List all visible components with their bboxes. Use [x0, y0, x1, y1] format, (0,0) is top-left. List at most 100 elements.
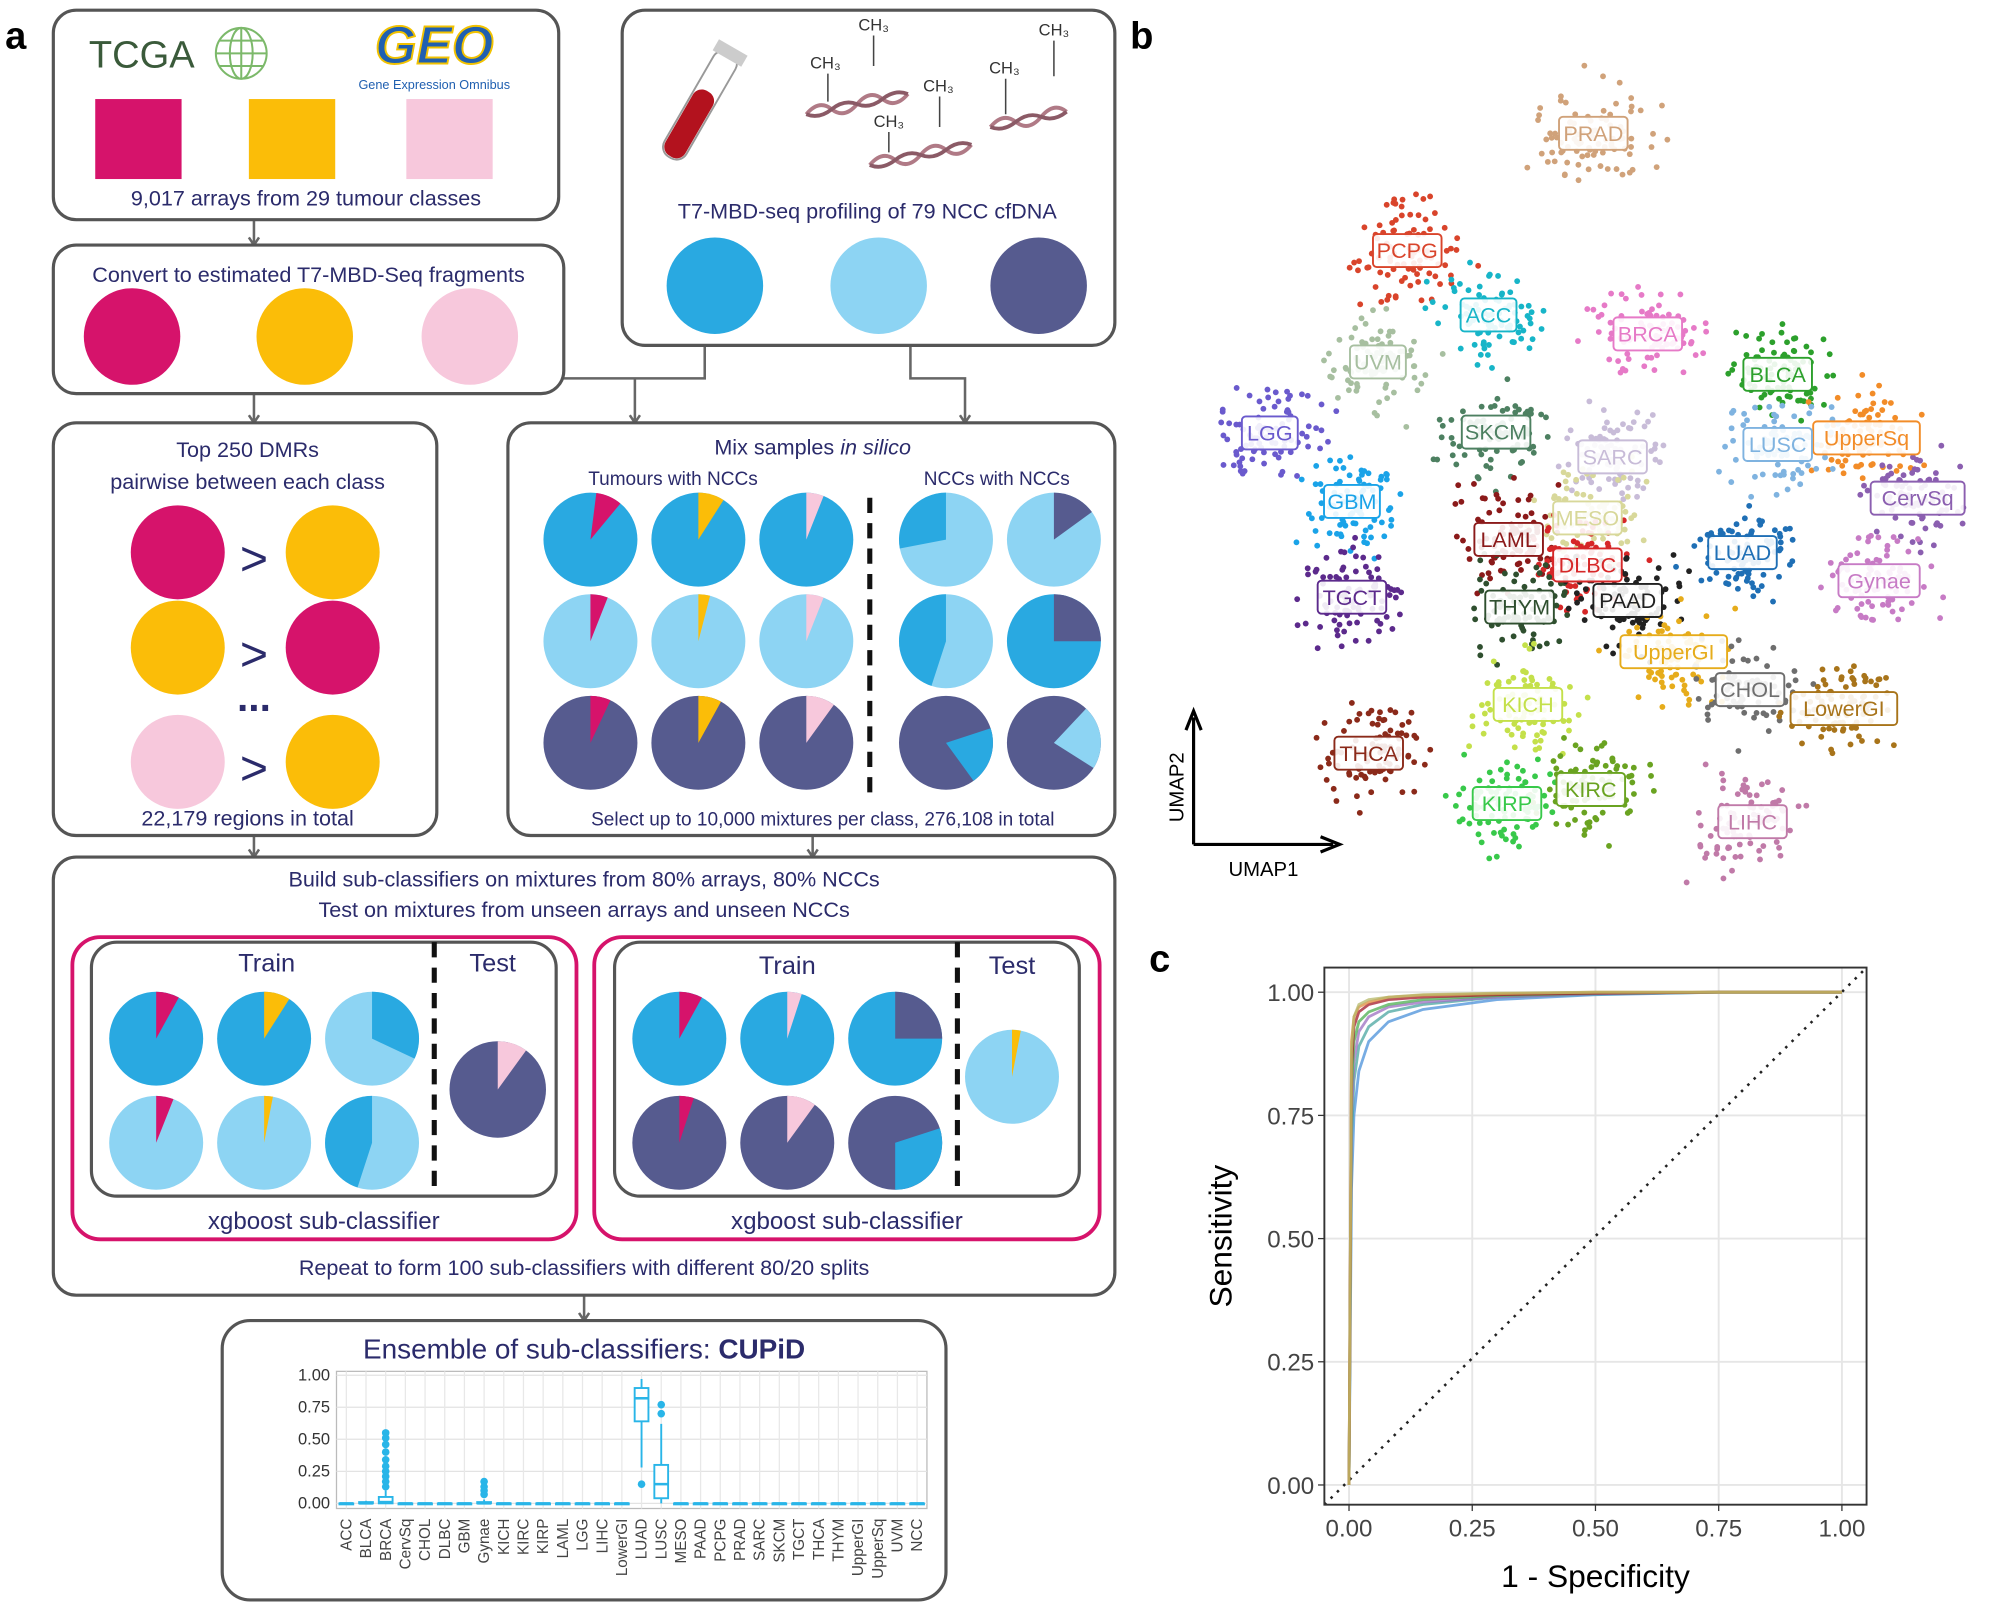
test-label: Test [989, 952, 1036, 980]
point [1556, 638, 1563, 645]
point [1853, 724, 1860, 731]
box-text: Build sub-classifiers on mixtures from 8… [289, 866, 880, 891]
point [1285, 396, 1292, 402]
point [1575, 338, 1581, 345]
point [1560, 469, 1567, 476]
point [1599, 809, 1606, 816]
point [1486, 855, 1493, 862]
point [1455, 482, 1462, 489]
point [1601, 740, 1608, 747]
x-tick-label: 0.25 [1449, 1515, 1496, 1542]
point [1855, 535, 1862, 541]
point [1884, 547, 1891, 553]
point [1415, 212, 1422, 219]
point [1230, 462, 1237, 469]
point [1630, 419, 1637, 426]
point [1839, 462, 1846, 469]
point [1532, 773, 1538, 780]
point [1864, 558, 1871, 565]
point [1504, 759, 1510, 766]
point [1450, 440, 1457, 447]
x-tick-label: UpperSq [870, 1519, 887, 1579]
point [1698, 678, 1705, 685]
point [1540, 566, 1547, 573]
point [1765, 728, 1772, 734]
point [1584, 820, 1591, 826]
point [1383, 471, 1390, 477]
point [1442, 304, 1449, 310]
point [1679, 676, 1686, 683]
point [1543, 414, 1549, 421]
cluster-label: LowerGI [1789, 691, 1899, 727]
outlier [381, 1429, 390, 1437]
point [1236, 459, 1243, 466]
box-text: Repeat to form 100 sub-classifiers with … [299, 1255, 870, 1280]
point [1483, 720, 1490, 727]
point [1885, 601, 1892, 608]
point [1645, 674, 1652, 680]
umap-plot: PRAD PCPG ACC UVM BRCA BLCA LGG SKCM SARC UpperSq… [1166, 62, 1967, 886]
cluster-label: KIRC [1555, 772, 1627, 807]
point [1333, 798, 1340, 804]
x-tick-label: CervSq [397, 1519, 414, 1570]
point [1713, 850, 1720, 857]
point [1330, 367, 1337, 374]
label-box [1789, 691, 1899, 727]
label-text: SARC [1583, 444, 1643, 469]
point [1889, 608, 1896, 615]
point [1732, 854, 1739, 860]
point [1746, 502, 1753, 509]
cluster-label: LIHC [1717, 804, 1788, 840]
point [1516, 406, 1522, 413]
point [1219, 408, 1226, 415]
point [1653, 164, 1660, 171]
point [1588, 479, 1595, 486]
point [1366, 569, 1372, 576]
label-text: BRCA [1618, 322, 1679, 347]
point [1478, 702, 1485, 708]
geo-logo: GEO [375, 16, 494, 75]
point [1390, 199, 1397, 206]
point [1441, 224, 1448, 231]
cluster-label: THYM [1484, 589, 1555, 625]
point [1471, 481, 1477, 487]
cluster-label: BLCA [1742, 356, 1813, 392]
point [1856, 733, 1862, 740]
point [1868, 616, 1875, 623]
point [1645, 418, 1651, 425]
cluster-label: SARC [1577, 439, 1648, 475]
point [1791, 413, 1798, 420]
point [1489, 778, 1496, 785]
point [1829, 572, 1836, 579]
point [1693, 675, 1700, 682]
pie [83, 288, 181, 385]
y-tick-label: 0.00 [1267, 1473, 1314, 1500]
point [1624, 493, 1631, 500]
point [1494, 395, 1501, 402]
point [1595, 329, 1602, 335]
point [1493, 853, 1500, 860]
point [1394, 730, 1401, 737]
point [1634, 624, 1640, 631]
point [1766, 403, 1773, 410]
point [1558, 149, 1565, 156]
point [1747, 840, 1754, 847]
label-box [1717, 804, 1788, 840]
point [1545, 524, 1552, 531]
label-text: UVM [1354, 350, 1402, 375]
point [1389, 626, 1396, 632]
point [1917, 457, 1924, 464]
point [1477, 644, 1483, 650]
x-tick-label: TGCT [791, 1519, 808, 1560]
point [1600, 535, 1606, 542]
point [1879, 407, 1886, 413]
point [1527, 320, 1534, 327]
point [1383, 476, 1390, 483]
point [1690, 671, 1697, 678]
point [1602, 762, 1609, 769]
point [1376, 628, 1382, 635]
point [1803, 802, 1810, 809]
point [1820, 336, 1827, 343]
point [1622, 295, 1629, 302]
point [1922, 525, 1929, 532]
